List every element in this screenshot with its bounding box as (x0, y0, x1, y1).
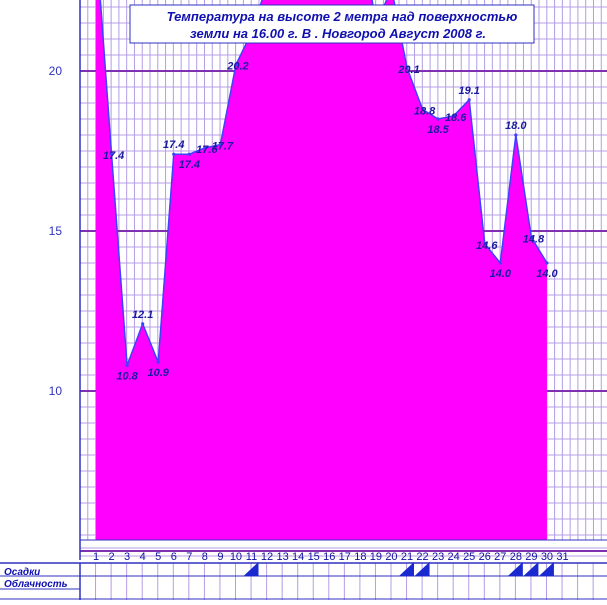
x-tick-label: 30 (541, 551, 553, 563)
chart-subtitle: земли на 16.00 г. В . Новгород Август 20… (190, 26, 486, 41)
x-tick-label: 4 (140, 551, 146, 563)
x-tick-label: 31 (556, 551, 568, 563)
precipitation-marker (414, 562, 430, 576)
data-label: 20.1 (397, 64, 419, 76)
data-point (545, 261, 549, 265)
data-point (420, 107, 425, 111)
precipitation-marker (507, 562, 523, 576)
x-tick-label: 16 (323, 551, 335, 563)
data-label: 10.9 (147, 367, 169, 379)
data-label: 17.7 (212, 141, 234, 153)
data-label: 19.1 (458, 85, 479, 97)
data-labels: 24.117.410.812.110.917.417.417.617.720.2… (103, 0, 559, 382)
temperature-area (96, 0, 549, 540)
data-label: 17.4 (163, 139, 184, 151)
x-tick-label: 28 (510, 551, 522, 563)
x-tick-label: 22 (416, 551, 428, 563)
x-tick-label: 1 (93, 551, 99, 563)
x-tick-label: 5 (155, 551, 161, 563)
x-tick-label: 20 (385, 551, 397, 563)
axes: 3025201510123456789101112131415161718192… (49, 0, 607, 563)
temperature-area-fill (96, 0, 547, 540)
data-label: 14.0 (490, 268, 512, 280)
data-point (514, 133, 518, 137)
data-label: 10.8 (116, 370, 138, 382)
title-frame (129, 4, 535, 44)
data-point (436, 117, 440, 121)
x-tick-label: 19 (370, 551, 382, 563)
x-tick-label: 6 (171, 551, 177, 563)
x-tick-label: 27 (494, 551, 506, 563)
x-tick-label: 8 (202, 551, 208, 563)
data-point (141, 322, 145, 326)
data-point (187, 152, 191, 156)
y-tick-label: 20 (49, 64, 63, 78)
data-label: 22.7 (318, 0, 341, 2)
temperature-line (99, 0, 548, 366)
data-label: 18.5 (427, 124, 449, 136)
x-tick-label: 12 (261, 551, 273, 563)
data-point (172, 152, 176, 156)
data-label: 14.0 (536, 268, 558, 280)
data-label: 20.2 (226, 61, 248, 73)
data-point (218, 143, 222, 147)
x-tick-label: 13 (276, 551, 288, 563)
x-tick-label: 9 (217, 551, 223, 563)
data-point (529, 235, 534, 239)
precipitation-marker (399, 562, 414, 576)
x-tick-label: 25 (463, 551, 475, 563)
x-tick-label: 7 (186, 551, 192, 563)
data-label: 18.8 (414, 105, 436, 117)
rows-background (0, 563, 607, 600)
data-label: 14.6 (476, 240, 498, 252)
data-label: 18.6 (445, 112, 467, 124)
data-point (467, 98, 471, 102)
data-label: 17.4 (103, 150, 124, 162)
data-point (405, 66, 409, 70)
title-box: Температура на высоте 2 метра над поверх… (129, 4, 535, 44)
data-label: 17.4 (179, 159, 200, 171)
x-tick-label: 24 (448, 551, 460, 563)
x-tick-label: 21 (401, 551, 413, 563)
chart-title: Температура на высоте 2 метра над поверх… (167, 9, 518, 24)
x-tick-label: 26 (479, 551, 491, 563)
y-tick-label: 15 (49, 224, 63, 238)
data-point (156, 360, 160, 364)
data-point (125, 363, 129, 367)
data-point (483, 242, 487, 246)
data-label: 14.8 (523, 233, 545, 245)
x-tick-label: 23 (432, 551, 444, 563)
cloudiness-row-label: Облачность (4, 578, 68, 590)
x-tick-label: 18 (354, 551, 366, 563)
data-point (234, 63, 238, 67)
x-tick-label: 2 (108, 551, 114, 563)
x-tick-label: 14 (292, 551, 304, 563)
data-label: 12.1 (132, 309, 153, 321)
data-point (203, 146, 207, 150)
data-label: 18.0 (505, 120, 527, 132)
x-tick-label: 17 (339, 551, 351, 563)
data-point (109, 152, 114, 156)
x-tick-label: 11 (246, 551, 257, 563)
x-tick-label: 15 (308, 551, 320, 563)
x-tick-label: 10 (230, 551, 242, 563)
precipitation-marker (523, 562, 539, 576)
x-tick-label: 3 (124, 551, 130, 563)
precipitation-row-label: Осадки (4, 567, 40, 578)
data-point (498, 261, 502, 265)
y-tick-label: 10 (49, 384, 63, 398)
precipitation-marker (538, 562, 554, 576)
precipitation-marker (243, 562, 259, 576)
data-point (452, 114, 456, 118)
data-label: 17.6 (196, 144, 218, 156)
x-tick-label: 29 (525, 551, 537, 563)
